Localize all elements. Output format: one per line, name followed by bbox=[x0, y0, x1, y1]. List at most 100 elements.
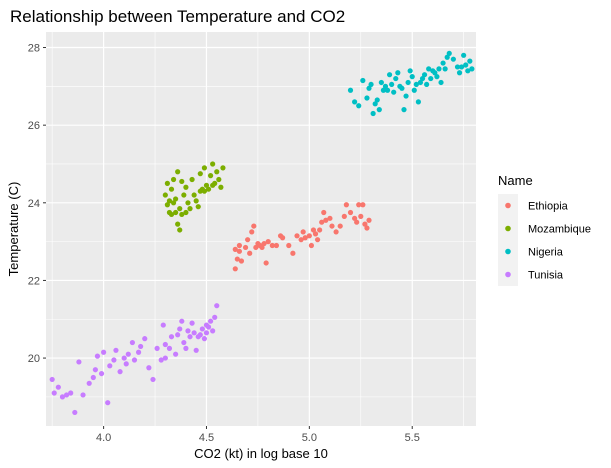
data-point-ethiopia bbox=[247, 250, 253, 256]
data-point-ethiopia bbox=[232, 266, 238, 272]
data-point-ethiopia bbox=[290, 250, 296, 256]
data-point-ethiopia bbox=[263, 260, 269, 266]
y-tick-label: 24 bbox=[28, 198, 40, 210]
data-point-mozambique bbox=[168, 186, 175, 192]
data-point-ethiopia bbox=[236, 242, 242, 249]
data-point-nigeria bbox=[384, 87, 391, 93]
data-point-tunisia bbox=[150, 376, 156, 383]
data-point-nigeria bbox=[356, 103, 362, 109]
data-point-nigeria bbox=[424, 81, 430, 88]
x-tick-label: 5.5 bbox=[405, 432, 420, 444]
data-point-nigeria bbox=[442, 66, 448, 72]
data-point-nigeria bbox=[364, 95, 370, 101]
data-point-ethiopia bbox=[302, 235, 308, 241]
data-point-mozambique bbox=[205, 186, 212, 192]
data-point-tunisia bbox=[203, 322, 210, 328]
data-point-tunisia bbox=[121, 355, 127, 361]
data-point-mozambique bbox=[183, 209, 189, 216]
data-point-nigeria bbox=[403, 93, 409, 99]
data-point-mozambique bbox=[185, 200, 191, 206]
data-point-tunisia bbox=[138, 343, 144, 350]
data-point-nigeria bbox=[393, 75, 399, 82]
data-point-nigeria bbox=[415, 99, 421, 105]
data-point-nigeria bbox=[456, 70, 463, 76]
data-point-nigeria bbox=[368, 81, 374, 88]
data-point-mozambique bbox=[173, 196, 179, 202]
legend-label-nigeria: Nigeria bbox=[528, 247, 564, 259]
legend-key-nigeria bbox=[505, 248, 511, 255]
legend-key-tunisia bbox=[505, 271, 511, 278]
data-point-ethiopia bbox=[321, 209, 327, 216]
data-point-mozambique bbox=[170, 176, 177, 183]
legend-key-mozambique bbox=[505, 225, 511, 232]
major-gridlines bbox=[46, 32, 476, 426]
y-tick-label: 22 bbox=[28, 275, 40, 287]
data-point-ethiopia bbox=[259, 244, 265, 251]
data-point-mozambique bbox=[210, 161, 216, 167]
data-point-tunisia bbox=[55, 384, 61, 390]
data-point-nigeria bbox=[395, 70, 401, 76]
legend-key-background bbox=[498, 194, 518, 286]
data-point-tunisia bbox=[92, 367, 98, 373]
data-point-mozambique bbox=[179, 178, 185, 185]
data-point-ethiopia bbox=[294, 233, 300, 239]
data-point-tunisia bbox=[51, 390, 57, 396]
data-point-nigeria bbox=[372, 101, 378, 107]
data-point-mozambique bbox=[175, 169, 181, 175]
data-point-nigeria bbox=[399, 85, 405, 91]
data-point-ethiopia bbox=[362, 221, 368, 227]
minor-gridlines bbox=[46, 32, 476, 426]
data-point-ethiopia bbox=[341, 213, 347, 219]
data-point-nigeria bbox=[391, 89, 397, 95]
data-point-ethiopia bbox=[312, 231, 319, 237]
legend: Name Ethiopia Mozambique Nigeria Tunisia bbox=[498, 173, 591, 286]
data-point-ethiopia bbox=[286, 242, 292, 249]
data-point-ethiopia bbox=[253, 244, 259, 251]
data-point-nigeria bbox=[366, 85, 372, 91]
data-point-tunisia bbox=[94, 353, 101, 359]
data-point-nigeria bbox=[440, 60, 446, 66]
data-point-tunisia bbox=[98, 370, 105, 377]
data-point-tunisia bbox=[210, 328, 216, 334]
legend-key-ethiopia bbox=[505, 202, 511, 209]
data-point-mozambique bbox=[207, 173, 214, 179]
data-point-tunisia bbox=[101, 349, 107, 355]
data-point-mozambique bbox=[214, 169, 220, 175]
data-point-ethiopia bbox=[242, 244, 249, 251]
data-point-tunisia bbox=[125, 351, 131, 357]
data-point-mozambique bbox=[203, 182, 210, 188]
data-point-ethiopia bbox=[261, 240, 267, 247]
legend-label-mozambique: Mozambique bbox=[528, 224, 591, 236]
data-point-ethiopia bbox=[360, 202, 366, 208]
data-point-ethiopia bbox=[358, 213, 364, 219]
data-point-mozambique bbox=[170, 200, 177, 206]
data-point-tunisia bbox=[212, 314, 218, 320]
data-point-tunisia bbox=[49, 376, 55, 383]
data-point-tunisia bbox=[201, 336, 208, 342]
data-point-ethiopia bbox=[310, 227, 317, 233]
y-tick-label: 20 bbox=[28, 353, 40, 365]
data-point-mozambique bbox=[201, 188, 208, 194]
data-point-nigeria bbox=[405, 79, 411, 86]
data-point-ethiopia bbox=[232, 246, 238, 252]
data-point-nigeria bbox=[376, 107, 382, 113]
data-point-ethiopia bbox=[354, 219, 360, 225]
data-point-tunisia bbox=[214, 303, 220, 309]
data-point-nigeria bbox=[413, 81, 419, 88]
data-point-ethiopia bbox=[269, 242, 275, 249]
data-point-mozambique bbox=[195, 204, 201, 210]
data-point-tunisia bbox=[80, 392, 86, 398]
data-point-nigeria bbox=[454, 64, 461, 70]
data-point-ethiopia bbox=[236, 248, 242, 254]
data-point-nigeria bbox=[428, 75, 434, 82]
legend-title: Name bbox=[498, 173, 533, 188]
x-tick-label: 4.0 bbox=[96, 432, 111, 444]
data-point-tunisia bbox=[189, 320, 195, 326]
data-point-tunisia bbox=[154, 345, 160, 351]
data-point-mozambique bbox=[168, 211, 175, 218]
data-point-mozambique bbox=[179, 211, 185, 218]
data-point-tunisia bbox=[187, 334, 193, 340]
data-point-nigeria bbox=[360, 77, 366, 84]
data-point-tunisia bbox=[181, 339, 187, 346]
